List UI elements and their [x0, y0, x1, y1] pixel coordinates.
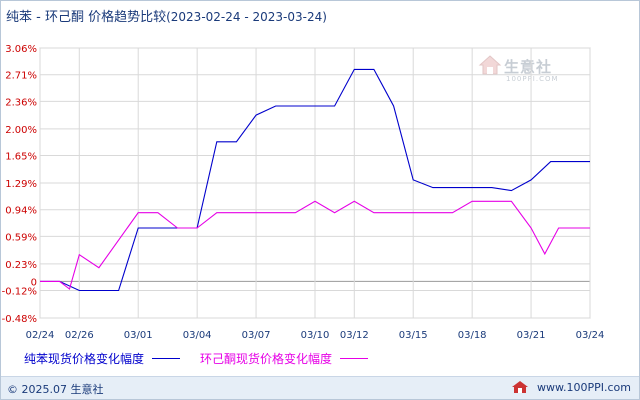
series-lines	[40, 68, 590, 292]
x-tick-label: 03/07	[242, 330, 271, 341]
house-icon	[512, 381, 528, 393]
y-tick-label: 1.65%	[5, 152, 37, 163]
y-axis-ticks: 3.06% 2.71% 2.36% 2.00% 1.65% 1.29% 0.94% 0.59%…	[2, 44, 37, 325]
series-line-2	[40, 200, 590, 290]
x-tick-label: 03/21	[517, 330, 546, 341]
legend-label-1: 纯苯现货价格变化幅度	[24, 352, 145, 366]
y-tick-label: 2.36%	[5, 97, 37, 108]
legend-swatch-2	[340, 358, 369, 359]
watermark-text: 生意社	[504, 58, 553, 76]
y-tick-label: 0.94%	[5, 206, 37, 217]
x-tick-label: 03/01	[124, 330, 153, 341]
watermark-subtext: 100PPI.COM	[506, 75, 559, 83]
line-chart: 3.06% 2.71% 2.36% 2.00% 1.65% 1.29% 0.94% 0.59%…	[2, 44, 605, 341]
x-tick-label: 02/24	[26, 330, 55, 341]
footer-site-link[interactable]: www.100PPI.com	[537, 381, 631, 394]
legend-item-1: 纯苯现货价格变化幅度	[24, 350, 181, 367]
x-axis-ticks: 02/24 02/26 03/01 03/04 03/07 03/10 03/12 03/15…	[26, 330, 605, 341]
footer-bar: © 2025.07 生意社 www.100PPI.com	[1, 376, 639, 399]
x-tick-label: 02/26	[65, 330, 94, 341]
y-tick-label: 0	[31, 277, 37, 288]
y-tick-label: -0.48%	[2, 314, 37, 325]
y-tick-label: 2.71%	[5, 71, 37, 82]
x-tick-label: 03/12	[340, 330, 369, 341]
y-tick-label: -0.12%	[2, 287, 37, 298]
x-tick-label: 03/04	[183, 330, 212, 341]
chart-grid	[39, 47, 591, 319]
y-tick-label: 2.00%	[5, 125, 37, 136]
chart-title: 纯苯 - 环己酮 价格趋势比较(2023-02-24 - 2023-03-24)	[6, 6, 327, 25]
y-tick-label: 0.59%	[5, 232, 37, 243]
chart-title-main: 纯苯 - 环己酮 价格趋势比较	[6, 10, 167, 25]
x-tick-label: 03/18	[458, 330, 487, 341]
legend-label-2: 环己酮现货价格变化幅度	[200, 352, 333, 366]
legend-item-2: 环己酮现货价格变化幅度	[200, 350, 369, 367]
y-tick-label: 0.23%	[5, 260, 37, 271]
x-tick-label: 03/24	[576, 330, 605, 341]
y-tick-label: 3.06%	[5, 44, 37, 55]
legend-swatch-1	[152, 358, 181, 359]
x-tick-label: 03/15	[399, 330, 428, 341]
chart-legend: 纯苯现货价格变化幅度 环己酮现货价格变化幅度	[8, 350, 628, 366]
watermark-logo: 生意社 100PPI.COM	[478, 54, 578, 90]
series-line-1	[40, 68, 590, 292]
x-tick-label: 03/10	[301, 330, 330, 341]
chart-title-range: (2023-02-24 - 2023-03-24)	[166, 10, 327, 24]
footer-copyright: © 2025.07 生意社	[7, 383, 104, 396]
house-icon	[478, 55, 502, 75]
y-tick-label: 1.29%	[5, 179, 37, 190]
